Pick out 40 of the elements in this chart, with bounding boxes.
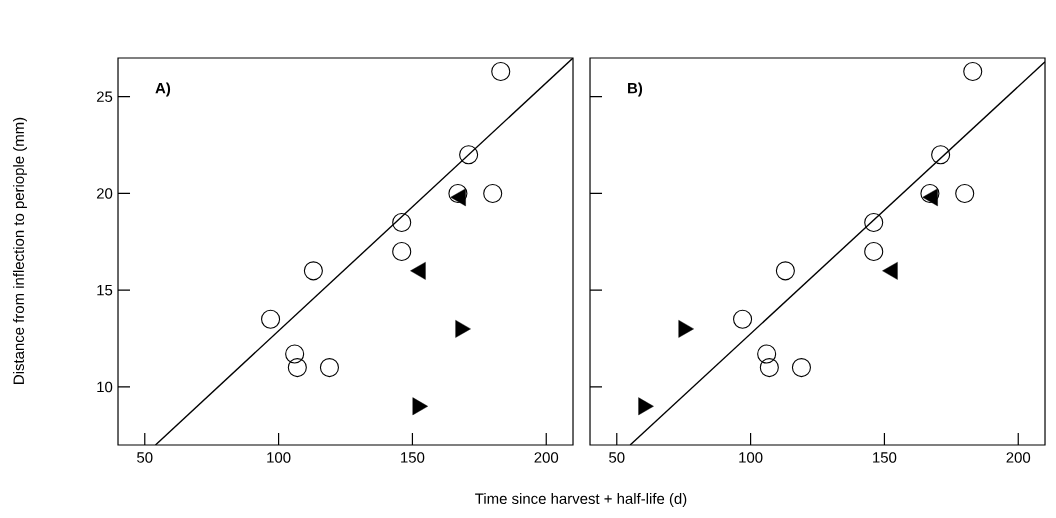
point (448, 183, 468, 203)
point (392, 241, 412, 262)
x-tick-label: 200 (534, 452, 559, 463)
x-tick-label: 150 (401, 452, 425, 463)
point (303, 261, 323, 281)
point (392, 212, 412, 233)
y-tick-label: 15 (97, 284, 113, 296)
point (791, 358, 811, 378)
point (864, 241, 884, 262)
point (963, 61, 983, 82)
point (733, 309, 753, 329)
point (285, 344, 305, 364)
annotation: B) (628, 82, 643, 97)
point (459, 145, 479, 165)
point (678, 320, 694, 338)
point (759, 358, 779, 378)
x-tick-label: 50 (137, 452, 153, 463)
y-tick-label: 10 (97, 381, 113, 393)
point (955, 183, 975, 203)
x-tick-label: 50 (609, 452, 625, 463)
point (920, 183, 940, 203)
annotation: A) (155, 82, 171, 97)
point (757, 344, 777, 364)
y-tick-label: 25 (96, 91, 113, 102)
point (483, 183, 503, 203)
point (491, 61, 511, 82)
point (931, 145, 951, 165)
point (319, 358, 339, 378)
x-tick-label: 200 (1006, 452, 1031, 463)
point (261, 309, 281, 329)
y-tick-label: 20 (96, 188, 113, 199)
point (864, 212, 884, 233)
point (775, 261, 795, 281)
point (638, 397, 654, 416)
x-tick-label: 150 (873, 452, 897, 463)
x-tick-label: 100 (267, 452, 291, 463)
y-axis-title: Distance from inflection to periople (mm) (13, 117, 27, 384)
x-tick-label: 100 (739, 452, 763, 463)
x-axis-title: Time since harvest + half-life (d) (475, 493, 687, 507)
point (287, 358, 307, 378)
